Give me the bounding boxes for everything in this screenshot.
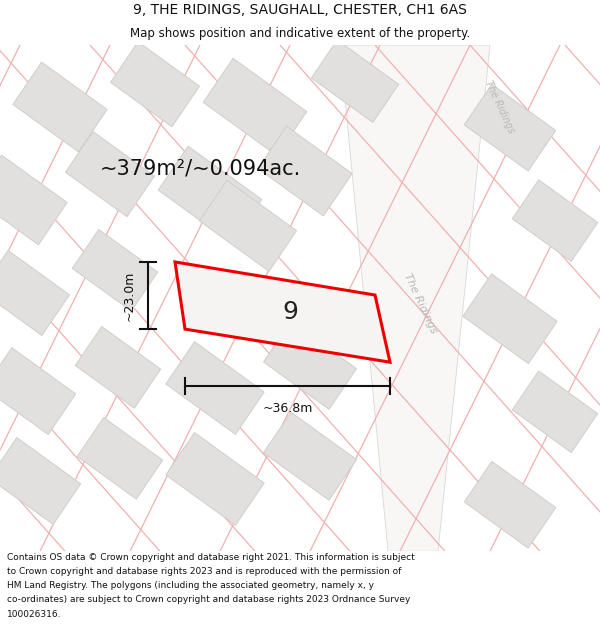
- Text: 9, THE RIDINGS, SAUGHALL, CHESTER, CH1 6AS: 9, THE RIDINGS, SAUGHALL, CHESTER, CH1 6…: [133, 3, 467, 17]
- Text: The Ridings: The Ridings: [402, 272, 438, 335]
- Text: The Ridings: The Ridings: [484, 79, 517, 135]
- Polygon shape: [463, 274, 557, 364]
- Polygon shape: [13, 62, 107, 152]
- Polygon shape: [73, 229, 158, 311]
- Polygon shape: [110, 42, 199, 127]
- Polygon shape: [175, 262, 390, 362]
- Polygon shape: [0, 438, 81, 524]
- Text: 100026316.: 100026316.: [7, 609, 62, 619]
- Polygon shape: [0, 155, 67, 245]
- Text: co-ordinates) are subject to Crown copyright and database rights 2023 Ordnance S: co-ordinates) are subject to Crown copyr…: [7, 596, 410, 604]
- Polygon shape: [76, 326, 161, 408]
- Polygon shape: [0, 251, 70, 336]
- Text: 9: 9: [282, 299, 298, 324]
- Polygon shape: [166, 432, 264, 525]
- Polygon shape: [263, 321, 356, 409]
- Polygon shape: [199, 180, 296, 271]
- Polygon shape: [166, 342, 264, 434]
- Text: to Crown copyright and database rights 2023 and is reproduced with the permissio: to Crown copyright and database rights 2…: [7, 568, 401, 576]
- Polygon shape: [65, 132, 154, 217]
- Text: Map shows position and indicative extent of the property.: Map shows position and indicative extent…: [130, 28, 470, 40]
- Polygon shape: [311, 40, 398, 122]
- Polygon shape: [258, 126, 352, 216]
- Polygon shape: [203, 58, 307, 156]
- Text: HM Land Registry. The polygons (including the associated geometry, namely x, y: HM Land Registry. The polygons (includin…: [7, 581, 374, 591]
- Polygon shape: [464, 84, 556, 171]
- Text: ~23.0m: ~23.0m: [123, 271, 136, 321]
- Text: ~36.8m: ~36.8m: [262, 402, 313, 416]
- Polygon shape: [512, 180, 598, 261]
- Text: ~379m²/~0.094ac.: ~379m²/~0.094ac.: [100, 159, 301, 179]
- Polygon shape: [77, 418, 163, 499]
- Polygon shape: [340, 45, 490, 551]
- Polygon shape: [263, 412, 356, 500]
- Polygon shape: [238, 275, 332, 362]
- Polygon shape: [0, 348, 76, 434]
- Text: Contains OS data © Crown copyright and database right 2021. This information is : Contains OS data © Crown copyright and d…: [7, 554, 415, 562]
- Polygon shape: [158, 146, 262, 244]
- Polygon shape: [464, 461, 556, 548]
- Polygon shape: [512, 371, 598, 452]
